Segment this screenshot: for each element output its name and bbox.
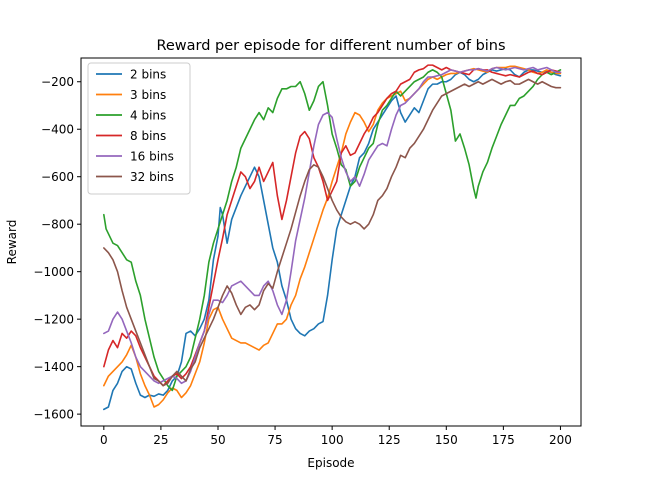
y-tick-label: −1200 — [33, 313, 74, 327]
legend-label: 32 bins — [130, 170, 174, 184]
series-line-2 — [103, 69, 562, 392]
y-tick-label: −1000 — [33, 265, 74, 279]
series-line-4 — [103, 66, 562, 385]
x-tick-label: 25 — [153, 433, 168, 447]
x-axis-title: Episode — [307, 456, 354, 470]
y-tick-label: −1600 — [33, 408, 74, 422]
series-line-0 — [103, 67, 562, 411]
y-tick-label: −600 — [41, 170, 74, 184]
series-line-5 — [103, 78, 562, 387]
legend: 2 bins 3 bins 4 bins 8 bins 16 bins 32 bins — [87, 62, 191, 195]
x-tick-label: 200 — [549, 433, 572, 447]
x-tick-label: 150 — [435, 433, 458, 447]
legend-label: 2 bins — [130, 68, 166, 82]
x-tick-label: 125 — [378, 433, 401, 447]
x-tick-label: 50 — [210, 433, 225, 447]
y-tick-label: −200 — [41, 75, 74, 89]
x-tick-label: 0 — [100, 433, 108, 447]
legend-label: 8 bins — [130, 129, 166, 143]
legend-box — [87, 62, 191, 195]
legend-label: 3 bins — [130, 88, 166, 102]
series-line-1 — [103, 65, 562, 408]
x-tick-label: 175 — [492, 433, 515, 447]
series-layer — [103, 64, 562, 411]
chart-title: Reward per episode for different number … — [156, 38, 505, 54]
y-tick-label: −1400 — [33, 360, 74, 374]
x-axis: 0 25 50 75 100 125 150 175 200 — [100, 426, 572, 447]
y-axis-title: Reward — [5, 220, 19, 265]
y-axis: −1600 −1400 −1200 −1000 −800 −600 −400 −200 — [33, 75, 81, 422]
x-tick-label: 75 — [267, 433, 282, 447]
x-tick-label: 100 — [321, 433, 344, 447]
legend-label: 16 bins — [130, 150, 174, 164]
y-tick-label: −400 — [41, 123, 74, 137]
y-tick-label: −800 — [41, 218, 74, 232]
plot-frame — [80, 57, 582, 427]
legend-label: 4 bins — [130, 109, 166, 123]
